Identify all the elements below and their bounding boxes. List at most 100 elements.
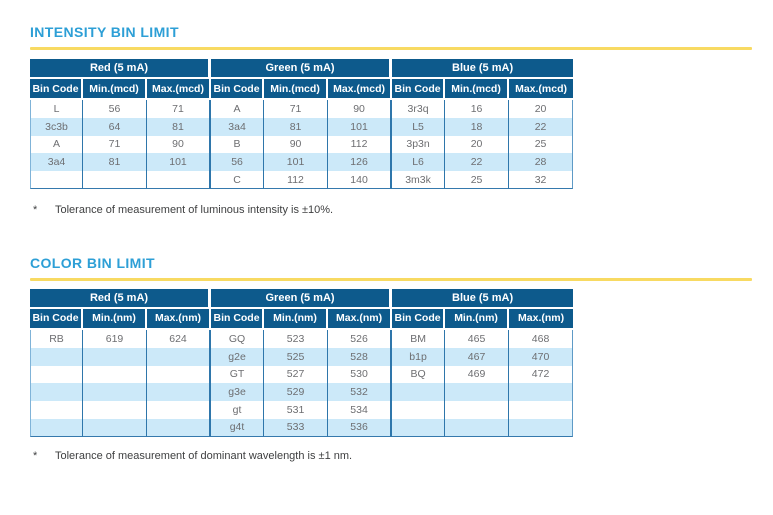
table-cell: 25 [445, 171, 510, 189]
table-row: GT 527 530 BQ 469 472 [30, 365, 574, 384]
table-cell: 25 [509, 135, 574, 154]
table-cell: 56 [83, 100, 147, 118]
table-row: C 112 140 3m3k 25 32 [30, 171, 574, 189]
table-cell: 523 [264, 329, 329, 348]
table-cell [445, 383, 510, 402]
table-cell: BM [392, 329, 446, 348]
table-row: g3e 529 532 [30, 383, 574, 402]
table-cell: 81 [147, 117, 212, 136]
table-cell [83, 418, 147, 437]
table-cell: 16 [445, 100, 510, 118]
table-cell: 140 [328, 171, 393, 189]
table-cell [30, 383, 83, 402]
table-cell: 18 [445, 117, 510, 136]
table-cell: 472 [509, 365, 574, 384]
table-cell: 101 [328, 117, 393, 136]
title-underline [30, 47, 752, 50]
table-cell: 532 [328, 383, 393, 402]
table-cell: b1p [392, 347, 446, 366]
table-cell: 525 [264, 347, 329, 366]
column-header-cell: Bin Code [30, 79, 83, 100]
table-cell: 3p3n [392, 135, 446, 154]
group-header-cell: Green (5 mA) [211, 59, 393, 79]
table-row: g4t 533 536 [30, 418, 574, 437]
column-header-cell: Max.(nm) [509, 308, 574, 330]
table-cell [392, 401, 446, 419]
table-cell: L6 [392, 153, 446, 172]
table-cell: 81 [264, 117, 329, 136]
table-cell [509, 401, 574, 419]
column-header-cell: Min.(mcd) [445, 79, 510, 100]
table-cell: L [30, 100, 83, 118]
column-header-cell: Max.(mcd) [328, 79, 393, 100]
column-header-cell: Max.(mcd) [509, 79, 574, 100]
table-cell: GQ [211, 329, 265, 348]
table-cell [30, 347, 83, 366]
column-header-cell: Min.(mcd) [83, 79, 147, 100]
group-header-cell: Blue (5 mA) [392, 288, 574, 309]
table-cell [30, 418, 83, 437]
color-bin-table: Red (5 mA) Green (5 mA) Blue (5 mA) Bin Cod… [30, 288, 574, 437]
table-cell: C [211, 171, 265, 189]
table-cell: 112 [264, 171, 329, 189]
table-cell: BQ [392, 365, 446, 384]
footnote-asterisk: * [33, 203, 38, 216]
table-cell: 101 [264, 153, 329, 172]
table-cell: 71 [147, 100, 212, 118]
table-cell: 71 [83, 135, 147, 154]
table-cell: 526 [328, 329, 393, 348]
column-header-row: Bin Code Min.(mcd) Max.(mcd) Bin Code Min.(m… [30, 79, 574, 100]
table-cell [509, 383, 574, 402]
table-cell: A [30, 135, 83, 154]
table-cell: 3m3k [392, 171, 446, 189]
table-cell [445, 401, 510, 419]
table-cell [83, 171, 147, 189]
group-header-cell: Green (5 mA) [211, 288, 393, 309]
group-header-cell: Red (5 mA) [30, 59, 212, 79]
table-cell: 536 [328, 418, 393, 437]
table-cell: 90 [264, 135, 329, 154]
footnote-asterisk: * [33, 449, 38, 462]
table-cell [30, 365, 83, 384]
table-cell: B [211, 135, 265, 154]
table-cell: 619 [83, 329, 147, 348]
table-cell: 465 [445, 329, 510, 348]
table-cell [147, 383, 212, 402]
column-header-cell: Min.(nm) [83, 308, 147, 330]
table-cell: 64 [83, 117, 147, 136]
group-header-row: Red (5 mA) Green (5 mA) Blue (5 mA) [30, 288, 574, 309]
color-section: COLOR BIN LIMIT Red (5 mA) Green (5 mA) Bl… [30, 254, 752, 463]
table-row: L 56 71 A 71 90 3r3q 16 20 [30, 100, 574, 118]
color-footnote: * Tolerance of measurement of dominant wa… [33, 450, 752, 463]
table-cell: GT [211, 365, 265, 384]
table-cell: 126 [328, 153, 393, 172]
table-cell [509, 418, 574, 437]
table-cell: g2e [211, 347, 265, 366]
table-cell: 56 [211, 153, 265, 172]
table-cell: 71 [264, 100, 329, 118]
table-cell: 531 [264, 401, 329, 419]
color-section-title: COLOR BIN LIMIT [30, 254, 155, 271]
column-header-cell: Bin Code [392, 79, 446, 100]
footnote-text: Tolerance of measurement of luminous int… [55, 203, 334, 216]
intensity-section: INTENSITY BIN LIMIT Red (5 mA) Green (5 m… [30, 25, 752, 217]
column-header-cell: Bin Code [30, 308, 83, 330]
table-cell: 90 [328, 100, 393, 118]
table-cell: 101 [147, 153, 212, 172]
table-cell [445, 418, 510, 437]
column-header-cell: Min.(mcd) [264, 79, 329, 100]
table-cell [147, 347, 212, 366]
column-header-cell: Max.(mcd) [147, 79, 212, 100]
table-row: A 71 90 B 90 112 3p3n 20 25 [30, 135, 574, 154]
group-header-cell: Blue (5 mA) [392, 59, 574, 79]
table-cell: 22 [509, 117, 574, 136]
table-cell: 22 [445, 153, 510, 172]
table-cell: 529 [264, 383, 329, 402]
table-cell [83, 401, 147, 419]
table-row: RB 619 624 GQ 523 526 BM 465 468 [30, 329, 574, 348]
table-cell: 20 [445, 135, 510, 154]
table-cell: g3e [211, 383, 265, 402]
table-cell: 112 [328, 135, 393, 154]
table-cell: 3r3q [392, 100, 446, 118]
